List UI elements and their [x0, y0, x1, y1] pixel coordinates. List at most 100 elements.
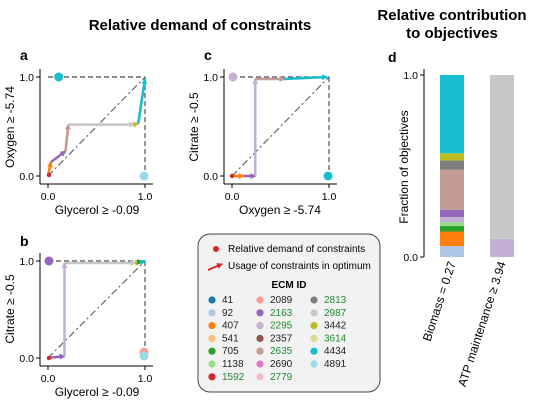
legend-ecm-2089: 2089: [270, 295, 293, 306]
y-tick-label: 0.0: [19, 171, 34, 183]
legend: Relative demand of constraints Usage of c…: [197, 233, 381, 393]
legend-dot-ecm-2295: [256, 322, 264, 330]
y-axis-label: Fraction of objectives: [397, 110, 411, 223]
legend-dot-ecm-41: [208, 296, 216, 304]
legend-dot-ecm-1592: [208, 373, 216, 381]
legend-dot-ecm-4434: [310, 347, 318, 355]
diagonal-line: [47, 76, 146, 177]
y-axis-label: Citrate ≥ -0.5: [3, 274, 17, 344]
legend-ecm-2779: 2779: [270, 372, 293, 383]
point-ecm-2163: [44, 256, 54, 266]
bar-segment-ecm-3442: [440, 153, 464, 161]
arrow-ecm-4434: [139, 259, 146, 266]
bar-segment-ecm-4434: [440, 75, 464, 154]
x-tick-label: 0.0: [41, 191, 56, 203]
point-ecm-4891: [139, 351, 149, 361]
point-ecm-2295: [228, 72, 238, 82]
header-left: Relative demand of constraints: [89, 17, 312, 34]
legend-ecm-3614: 3614: [324, 333, 347, 344]
legend-ecm-2295: 2295: [270, 321, 293, 332]
legend-ecm-41: 41: [222, 295, 234, 306]
y-tick-label: 1.0: [403, 70, 418, 82]
panel-d: d 0.0 1.0 Fraction of objectives Biomass = 0…: [388, 49, 514, 388]
legend-ecm-2635: 2635: [270, 346, 293, 357]
y-tick-label: 1.0: [203, 72, 218, 84]
legend-dot-ecm-705: [208, 347, 216, 355]
arrow-ecm-2635: [64, 123, 71, 152]
point-ecm-4434: [323, 171, 333, 181]
legend-dot-ecm-3614: [310, 334, 318, 342]
legend-dot-ecm-2163: [256, 309, 264, 317]
legend-dot-ecm-541: [208, 334, 216, 342]
legend-dot-ecm-2635: [256, 347, 264, 355]
legend-ecm-2690: 2690: [270, 359, 293, 370]
legend-dot-ecm-4891: [310, 360, 318, 368]
header-right-line2: to objectives: [406, 25, 498, 42]
legend-ecm-407: 407: [222, 321, 239, 332]
bar-segment-ecm-705: [440, 226, 464, 232]
bar-segment-ecm-2813: [440, 160, 464, 170]
bar-segment-ecm-2295: [440, 216, 464, 223]
legend-ecm-1138: 1138: [222, 359, 244, 370]
bar-segment-ecm-1138: [440, 222, 464, 227]
point-ecm-4434: [54, 72, 64, 82]
legend-dot-ecm-2813: [310, 296, 318, 304]
x-tick-label: 0.0: [225, 191, 240, 203]
y-tick-label: 1.0: [19, 256, 34, 268]
panel-label-b: b: [20, 233, 29, 249]
arrow-ecm-4434: [136, 77, 148, 124]
category-label: ATP maintenance ≥ 3.94: [455, 259, 509, 388]
legend-dot-ecm-92: [208, 309, 216, 317]
x-axis-label: Glycerol ≥ -0.09: [55, 385, 140, 399]
panel-label-d: d: [388, 49, 397, 65]
legend-dot-ecm-3442: [310, 322, 318, 330]
legend-ecm-2987: 2987: [324, 308, 347, 319]
legend-dot-ecm-2987: [310, 309, 318, 317]
arrow-ecm-4434: [284, 74, 329, 81]
legend-ecm-541: 541: [222, 333, 239, 344]
legend-ecm-4891: 4891: [324, 359, 347, 370]
y-axis-label: Citrate ≥ -0.5: [187, 92, 201, 162]
legend-dot-ecm-2690: [256, 360, 264, 368]
category-label: Biomass = 0.27: [420, 259, 459, 343]
legend-ecm-4434: 4434: [324, 346, 347, 357]
x-tick-label: 0.0: [41, 373, 56, 385]
y-tick-label: 0.0: [403, 252, 418, 264]
legend-ecm-2813: 2813: [324, 295, 347, 306]
header-right-line1: Relative contribution: [377, 7, 526, 24]
point-ecm-1592: [46, 172, 52, 178]
bar-segment-ecm-2163: [440, 209, 464, 217]
legend-dot-ecm-1138: [208, 360, 216, 368]
x-tick-label: 1.0: [138, 373, 153, 385]
panel-label-c: c: [204, 47, 212, 63]
x-axis-label: Oxygen ≥ -5.74: [239, 203, 321, 217]
y-tick-label: 0.0: [19, 353, 34, 365]
y-tick-label: 1.0: [19, 72, 34, 84]
legend-dot-ecm-407: [208, 322, 216, 330]
legend-ecm-92: 92: [222, 308, 234, 319]
legend-ecm-2163: 2163: [270, 308, 293, 319]
arrow-ecm-3442: [132, 121, 140, 128]
y-tick-label: 0.0: [203, 171, 218, 183]
point-ecm-1592: [229, 173, 235, 179]
bar-segment-ecm-92: [440, 246, 464, 257]
bar-segment-ecm-2635: [440, 169, 464, 210]
arrow-ecm-2163: [50, 150, 67, 164]
legend-dot-ecm-2779: [256, 373, 264, 381]
x-axis-label: Glycerol ≥ -0.09: [55, 203, 140, 217]
legend-ecm-2357: 2357: [270, 333, 293, 344]
legend-title: ECM ID: [272, 280, 307, 291]
legend-point-marker: [213, 246, 219, 252]
legend-dot-ecm-2357: [256, 334, 264, 342]
diagonal-line: [231, 76, 330, 177]
x-tick-label: 1.0: [322, 191, 337, 203]
panel-label-a: a: [20, 47, 28, 63]
legend-ecm-705: 705: [222, 346, 239, 357]
bar-segment-ecm-407: [440, 231, 464, 247]
bar-segment-ecm-2987: [490, 75, 514, 239]
y-axis-label: Oxygen ≥ -5.74: [3, 86, 17, 168]
bar-segment-ecm-2295: [490, 238, 514, 257]
